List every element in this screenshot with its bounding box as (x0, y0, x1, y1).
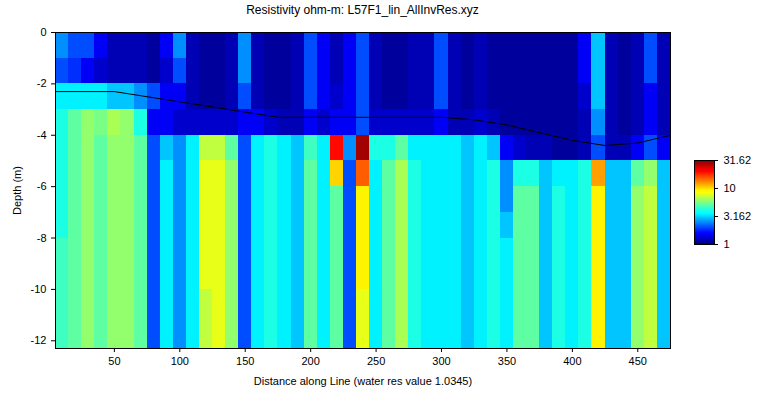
svg-text:-6: -6 (37, 180, 47, 192)
svg-text:100: 100 (171, 355, 189, 367)
svg-text:150: 150 (236, 355, 254, 367)
svg-text:200: 200 (301, 355, 319, 367)
svg-text:400: 400 (563, 355, 581, 367)
svg-text:450: 450 (629, 355, 647, 367)
svg-text:-2: -2 (37, 77, 47, 89)
svg-text:1: 1 (724, 238, 730, 250)
svg-text:0: 0 (40, 26, 46, 38)
svg-text:31.62: 31.62 (724, 154, 752, 166)
svg-text:3.162: 3.162 (724, 210, 752, 222)
svg-text:350: 350 (498, 355, 516, 367)
svg-text:10: 10 (724, 182, 736, 194)
svg-text:Distance along Line (water res: Distance along Line (water res value 1.0… (254, 375, 472, 387)
svg-text:-8: -8 (37, 232, 47, 244)
svg-text:-4: -4 (37, 129, 47, 141)
html-text:Resistivity ohm-m: L57F1_lin_A: Resistivity ohm-m: L57F1_lin_AllInvRes.x… (246, 3, 479, 17)
svg-text:300: 300 (432, 355, 450, 367)
svg-text:250: 250 (367, 355, 385, 367)
svg-text:-10: -10 (31, 283, 47, 295)
svg-text:50: 50 (108, 355, 120, 367)
svg-text:-12: -12 (31, 334, 47, 346)
svg-text:Depth (m): Depth (m) (11, 166, 23, 215)
